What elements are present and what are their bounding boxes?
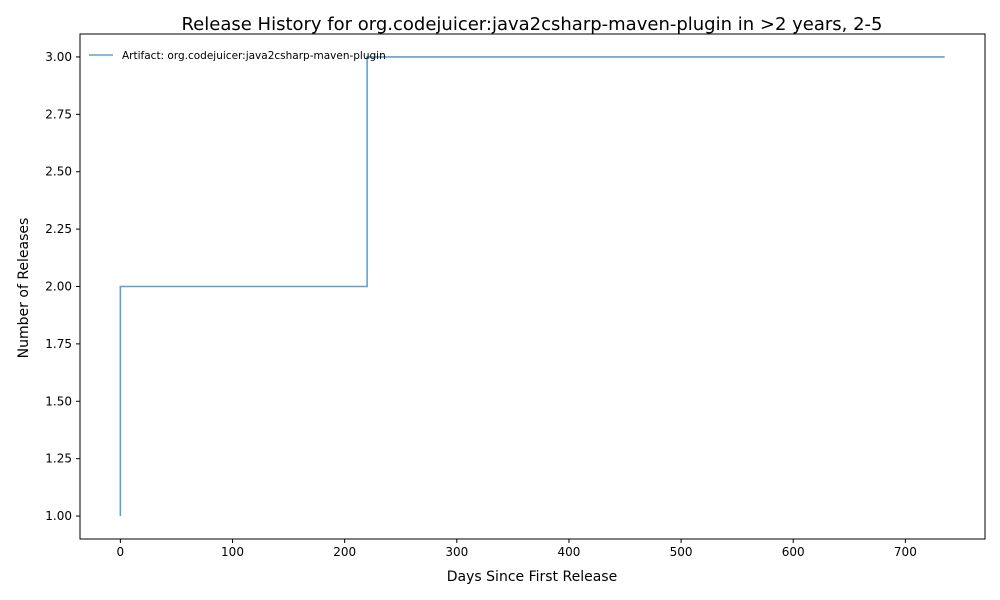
y-axis-title: Number of Releases [16, 218, 32, 359]
y-tick-label: 1.00 [45, 509, 72, 523]
legend: Artifact: org.codejuicer:java2csharp-mav… [89, 50, 386, 62]
y-tick-label: 1.75 [45, 337, 72, 351]
y-tick-label: 2.00 [45, 280, 72, 294]
x-axis: 0 100 200 300 400 500 600 700 [117, 539, 917, 559]
y-tick-label: 3.00 [45, 50, 72, 64]
legend-label: Artifact: org.codejuicer:java2csharp-mav… [122, 50, 386, 62]
x-tick-label: 100 [221, 545, 244, 559]
y-tick-label: 1.25 [45, 452, 72, 466]
x-tick-label: 400 [557, 545, 580, 559]
y-tick-label: 2.25 [45, 222, 72, 236]
x-tick-label: 0 [117, 545, 125, 559]
x-tick-label: 300 [445, 545, 468, 559]
x-axis-title: Days Since First Release [447, 569, 617, 585]
x-tick-label: 700 [894, 545, 917, 559]
plot-area [119, 56, 945, 517]
series-line [119, 56, 945, 517]
x-tick-label: 500 [670, 545, 693, 559]
y-axis: 1.00 1.25 1.50 1.75 2.00 2.25 2.50 2.75 3.00 [45, 50, 80, 523]
x-tick-label: 200 [333, 545, 356, 559]
chart-title: Release History for org.codejuicer:java2… [181, 14, 882, 35]
y-tick-label: 2.75 [45, 107, 72, 121]
x-tick-label: 600 [782, 545, 805, 559]
y-tick-label: 2.50 [45, 165, 72, 179]
y-tick-label: 1.50 [45, 394, 72, 408]
